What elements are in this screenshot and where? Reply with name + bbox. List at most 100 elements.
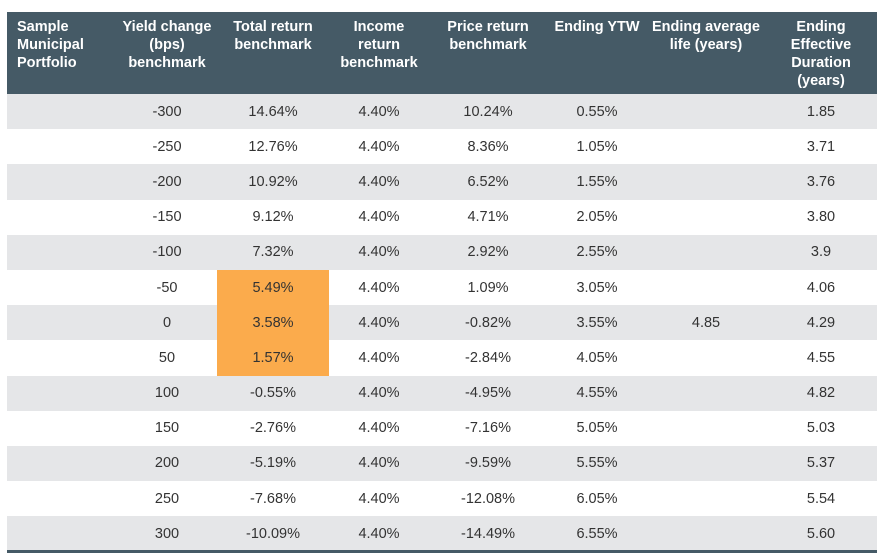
table-cell: 4.40% [329, 199, 429, 235]
column-header: Ending Effective Duration (years) [765, 12, 877, 94]
table-cell: 4.55 [765, 340, 877, 376]
table-cell [7, 375, 117, 411]
table-cell: 7.32% [217, 234, 329, 270]
table-cell: 10.24% [429, 94, 547, 130]
table-cell: 2.05% [547, 199, 647, 235]
table-cell: -0.82% [429, 305, 547, 341]
table-cell: 4.40% [329, 234, 429, 270]
table-cell: 5.03 [765, 410, 877, 446]
table-cell [647, 375, 765, 411]
table-cell: 150 [117, 410, 217, 446]
table-row: -300 14.64% 4.40% 10.24% 0.55% 1.85 [7, 94, 877, 130]
table-cell [7, 164, 117, 200]
table-cell [7, 234, 117, 270]
table-cell: -100 [117, 234, 217, 270]
table-cell: -300 [117, 94, 217, 130]
table-cell: 4.71% [429, 199, 547, 235]
table-cell: 5.37 [765, 445, 877, 482]
table-cell: 9.12% [217, 199, 329, 235]
header-row: Sample Municipal Portfolio Yield change … [7, 12, 877, 94]
table-cell [647, 340, 765, 376]
table-cell: 3.71 [765, 129, 877, 165]
table-cell: 100 [117, 375, 217, 411]
table-row: -100 7.32% 4.40% 2.92% 2.55% 3.9 [7, 234, 877, 270]
table-cell: -7.16% [429, 410, 547, 446]
table-cell: 3.76 [765, 164, 877, 200]
table-cell: 5.55% [547, 445, 647, 482]
table-cell: -4.95% [429, 375, 547, 411]
table-cell: -7.68% [217, 481, 329, 517]
table-cell: 4.40% [329, 129, 429, 165]
table-cell [647, 445, 765, 482]
table-cell: 6.55% [547, 516, 647, 552]
table-cell: 3.55% [547, 305, 647, 341]
table-cell [647, 164, 765, 200]
table-cell: 1.55% [547, 164, 647, 200]
table-cell: -2.84% [429, 340, 547, 376]
table-row: 100 -0.55% 4.40% -4.95% 4.55% 4.82 [7, 375, 877, 411]
table-body: -300 14.64% 4.40% 10.24% 0.55% 1.85 -250 12.76%… [7, 94, 877, 552]
table-cell [7, 516, 117, 552]
table-cell: 4.40% [329, 94, 429, 130]
table-cell: 14.64% [217, 94, 329, 130]
table-cell: 4.40% [329, 445, 429, 482]
table-cell: 10.92% [217, 164, 329, 200]
table-cell: 2.92% [429, 234, 547, 270]
table-cell: 5.49% [217, 269, 329, 306]
table-cell [7, 129, 117, 165]
table-cell: 4.40% [329, 481, 429, 517]
table-row: -250 12.76% 4.40% 8.36% 1.05% 3.71 [7, 129, 877, 165]
table-row: 250 -7.68% 4.40% -12.08% 6.05% 5.54 [7, 481, 877, 517]
table-cell [647, 269, 765, 306]
column-header: Ending average life (years) [647, 12, 765, 94]
table-cell: -2.76% [217, 410, 329, 446]
table-cell: 12.76% [217, 129, 329, 165]
column-header: Total return benchmark [217, 12, 329, 94]
table-cell: -10.09% [217, 516, 329, 552]
table-cell [7, 445, 117, 482]
table-cell: 300 [117, 516, 217, 552]
table-cell: 4.05% [547, 340, 647, 376]
column-header: Income return benchmark [329, 12, 429, 94]
table-cell: 6.52% [429, 164, 547, 200]
table-cell: 8.36% [429, 129, 547, 165]
table-row: 50 1.57% 4.40% -2.84% 4.05% 4.55 [7, 340, 877, 376]
table-cell: 4.55% [547, 375, 647, 411]
table-cell [7, 94, 117, 130]
table-row: 150 -2.76% 4.40% -7.16% 5.05% 5.03 [7, 410, 877, 446]
column-header: Sample Municipal Portfolio [7, 12, 117, 94]
table-cell: -150 [117, 199, 217, 235]
table-cell [647, 410, 765, 446]
table-cell: 4.06 [765, 269, 877, 306]
table-cell: 2.55% [547, 234, 647, 270]
table-cell: 4.40% [329, 269, 429, 306]
table-row: -50 5.49% 4.40% 1.09% 3.05% 4.06 [7, 269, 877, 306]
column-header: Yield change (bps) benchmark [117, 12, 217, 94]
table-cell: 5.60 [765, 516, 877, 552]
table-cell: 200 [117, 445, 217, 482]
bottom-divider [7, 550, 877, 553]
table-cell [7, 340, 117, 376]
table-cell: 4.40% [329, 305, 429, 341]
table-cell: 1.57% [217, 340, 329, 376]
table-cell: 1.09% [429, 269, 547, 306]
table-cell [7, 199, 117, 235]
table-cell: 4.40% [329, 516, 429, 552]
table-cell [647, 481, 765, 517]
table-cell: 6.05% [547, 481, 647, 517]
table-cell [647, 516, 765, 552]
table-cell: 0 [117, 305, 217, 341]
scenario-table: Sample Municipal Portfolio Yield change … [7, 12, 877, 552]
table-cell: 4.82 [765, 375, 877, 411]
table-cell [7, 305, 117, 341]
table-row: -200 10.92% 4.40% 6.52% 1.55% 3.76 [7, 164, 877, 200]
table-cell: 3.58% [217, 305, 329, 341]
table-cell: 5.54 [765, 481, 877, 517]
table-cell: 3.05% [547, 269, 647, 306]
column-header: Ending YTW [547, 12, 647, 94]
table-cell: -9.59% [429, 445, 547, 482]
table-cell: -250 [117, 129, 217, 165]
table-cell: 250 [117, 481, 217, 517]
table-cell: 50 [117, 340, 217, 376]
table-cell: 0.55% [547, 94, 647, 130]
